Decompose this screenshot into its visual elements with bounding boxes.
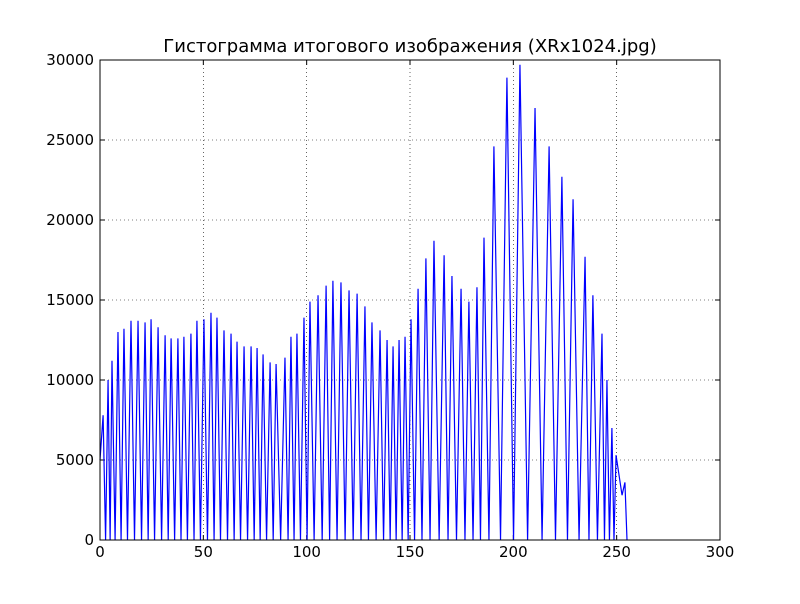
y-tick-label: 25000 bbox=[46, 131, 94, 149]
y-tick-label: 30000 bbox=[46, 51, 94, 69]
y-tick-label: 0 bbox=[84, 531, 94, 549]
x-tick-label: 300 bbox=[706, 543, 735, 561]
plot-frame bbox=[99, 59, 721, 541]
y-tick-label: 15000 bbox=[46, 291, 94, 309]
y-tick-label: 10000 bbox=[46, 371, 94, 389]
x-tick-label: 100 bbox=[292, 543, 321, 561]
x-tick-label: 150 bbox=[396, 543, 425, 561]
y-tick-label: 20000 bbox=[46, 211, 94, 229]
chart-title: Гистограмма итогового изображения (XRx10… bbox=[163, 36, 656, 57]
x-tick-label: 50 bbox=[194, 543, 213, 561]
x-tick-label: 250 bbox=[602, 543, 631, 561]
x-tick-label: 200 bbox=[499, 543, 528, 561]
y-tick-label: 5000 bbox=[56, 451, 94, 469]
x-tick-label: 0 bbox=[95, 543, 105, 561]
